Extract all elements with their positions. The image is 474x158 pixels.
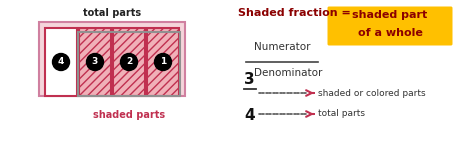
Circle shape	[53, 54, 70, 70]
Text: total parts: total parts	[83, 8, 141, 18]
Text: 1: 1	[160, 58, 166, 67]
Bar	[147, 28, 179, 96]
Circle shape	[155, 54, 172, 70]
FancyBboxPatch shape	[328, 6, 453, 46]
Text: of a whole: of a whole	[357, 28, 422, 38]
Text: Shaded fraction =: Shaded fraction =	[238, 8, 355, 18]
Text: Numerator: Numerator	[254, 42, 310, 52]
Bar	[45, 28, 77, 96]
Circle shape	[120, 54, 137, 70]
Text: shaded part: shaded part	[352, 10, 428, 20]
Bar	[39, 22, 185, 96]
Circle shape	[86, 54, 103, 70]
Text: 3: 3	[244, 72, 255, 87]
Bar	[78, 32, 180, 96]
Text: 4: 4	[244, 108, 255, 123]
Text: shaded or colored parts: shaded or colored parts	[318, 88, 426, 97]
Text: 4: 4	[58, 58, 64, 67]
Bar	[113, 28, 145, 96]
Text: 3: 3	[92, 58, 98, 67]
Text: shaded parts: shaded parts	[93, 110, 165, 120]
Text: 2: 2	[126, 58, 132, 67]
Text: total parts: total parts	[318, 109, 365, 118]
Text: Denominator: Denominator	[254, 68, 322, 78]
Bar	[79, 28, 111, 96]
